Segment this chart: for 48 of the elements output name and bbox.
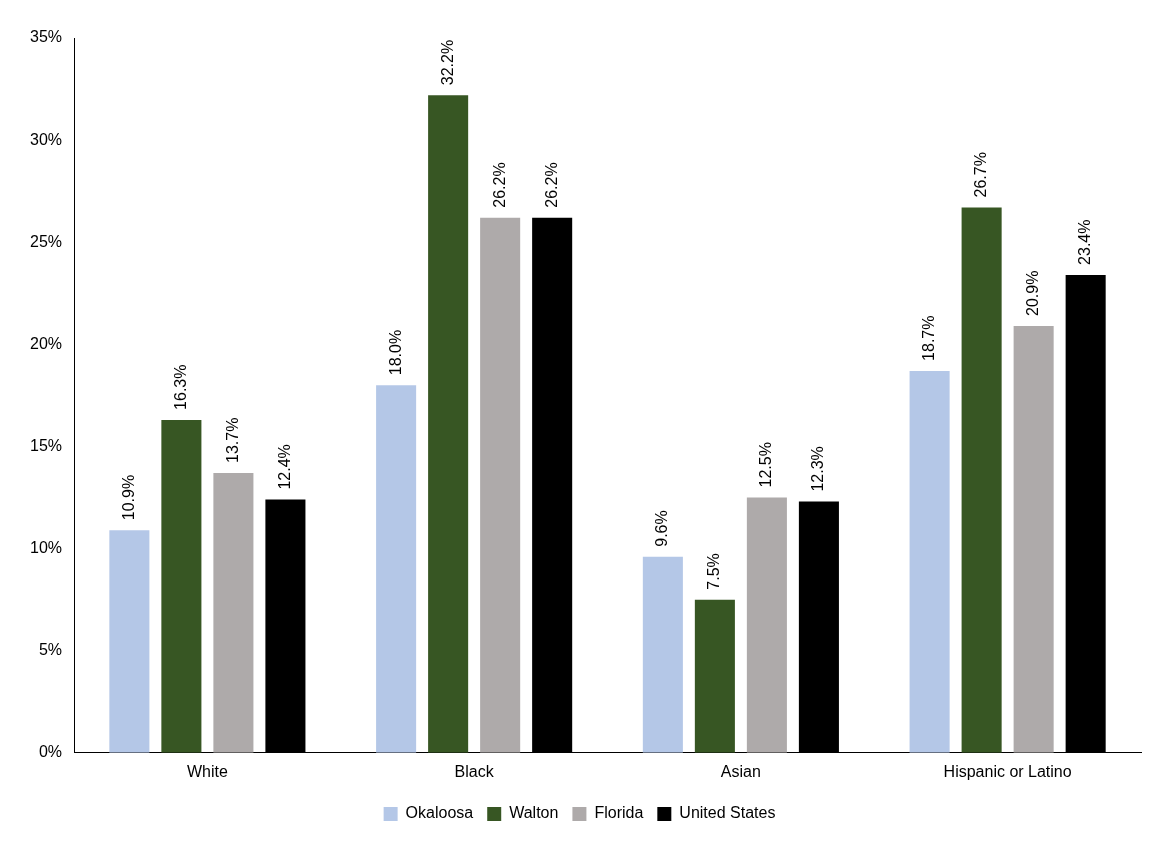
data-label: 18.7% — [920, 315, 938, 361]
bar — [265, 499, 306, 753]
y-tick-label: 30% — [29, 130, 63, 148]
data-label: 26.2% — [490, 162, 508, 208]
y-tick-label: 15% — [29, 436, 63, 454]
data-label: 20.9% — [1024, 270, 1042, 316]
bar — [1013, 325, 1054, 753]
y-tick-label: 5% — [38, 641, 63, 659]
bar — [480, 217, 521, 753]
data-label: 26.7% — [972, 152, 990, 198]
legend-label: Florida — [594, 804, 644, 822]
data-label: 7.5% — [705, 553, 723, 590]
data-label: 12.3% — [809, 446, 827, 492]
bar — [909, 370, 950, 753]
legend-label: United States — [679, 804, 776, 822]
bar — [376, 385, 417, 753]
y-tick-label: 20% — [29, 334, 63, 352]
bar — [532, 217, 573, 753]
legend-label: Okaloosa — [405, 804, 474, 822]
bar — [961, 207, 1002, 753]
x-tick-label: Hispanic or Latino — [943, 762, 1072, 780]
bar — [746, 497, 787, 753]
y-tick-label: 25% — [29, 232, 63, 250]
data-label: 9.6% — [653, 510, 671, 547]
data-label: 10.9% — [119, 474, 137, 521]
legend-label: Walton — [509, 804, 559, 822]
y-tick-label: 35% — [29, 28, 63, 46]
bar — [798, 501, 839, 753]
data-label: 18.0% — [386, 329, 404, 376]
data-label: 12.4% — [275, 444, 293, 490]
y-tick-label: 0% — [38, 743, 63, 761]
x-tick-label: Black — [454, 762, 495, 780]
data-label: 32.2% — [438, 39, 456, 86]
bar — [428, 95, 469, 753]
x-tick-label: White — [186, 762, 228, 780]
y-tick-label: 10% — [29, 538, 63, 556]
bar — [1065, 274, 1106, 753]
x-tick-label: Asian — [720, 762, 761, 780]
bar — [213, 473, 254, 753]
data-label: 23.4% — [1076, 219, 1094, 265]
bar — [694, 599, 735, 753]
data-label: 16.3% — [171, 364, 189, 410]
bar — [642, 556, 683, 753]
data-label: 26.2% — [542, 162, 560, 208]
data-label: 13.7% — [223, 417, 241, 464]
data-label: 12.5% — [757, 442, 775, 488]
bar — [161, 419, 202, 753]
bar — [109, 530, 150, 753]
